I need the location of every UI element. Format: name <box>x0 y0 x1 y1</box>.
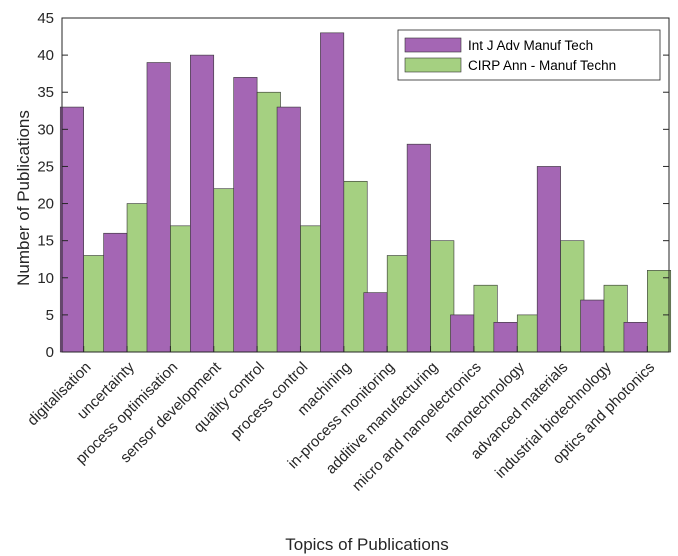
legend-label-2: CIRP Ann - Manuf Techn <box>468 58 616 73</box>
y-tick-label: 30 <box>37 121 54 138</box>
plot-area-border <box>61 17 670 353</box>
y-tick-label: 35 <box>37 84 54 101</box>
legend-swatch-2 <box>404 57 462 73</box>
x-axis-title: Topics of Publications <box>285 535 448 554</box>
y-tick-label: 0 <box>46 344 54 361</box>
bar-series1-6 <box>320 32 345 353</box>
bar-series1-12 <box>580 299 605 353</box>
y-tick-label: 20 <box>37 196 54 213</box>
bars <box>59 32 672 353</box>
bar-series1-4 <box>233 77 258 353</box>
bar-series1-11 <box>536 166 561 353</box>
bar-series1-2 <box>146 62 171 353</box>
y-axis-title: Number of Publications <box>14 110 33 286</box>
bar-series1-13 <box>623 322 648 353</box>
bar-series1-1 <box>103 232 128 353</box>
legend: Int J Adv Manuf Tech CIRP Ann - Manuf Tec… <box>397 29 661 81</box>
y-tick-label: 25 <box>37 158 54 175</box>
bar-series2-13 <box>647 270 672 353</box>
bar-series1-10 <box>493 322 518 353</box>
y-tick-label: 5 <box>46 307 54 324</box>
bar-series1-5 <box>276 106 301 353</box>
y-tick-label: 10 <box>37 270 54 287</box>
y-tick-label: 15 <box>37 233 54 250</box>
y-tick-label: 40 <box>37 47 54 64</box>
plot-frame <box>61 17 670 353</box>
bar-series1-8 <box>406 143 431 353</box>
legend-swatch-1 <box>404 37 462 53</box>
bar-series1-9 <box>450 314 475 353</box>
y-tick-label: 45 <box>37 10 54 27</box>
legend-label-1: Int J Adv Manuf Tech <box>468 38 593 53</box>
bar-series1-7 <box>363 292 388 353</box>
x-tick-label-5: process control <box>227 359 311 443</box>
bar-series1-3 <box>190 54 215 353</box>
